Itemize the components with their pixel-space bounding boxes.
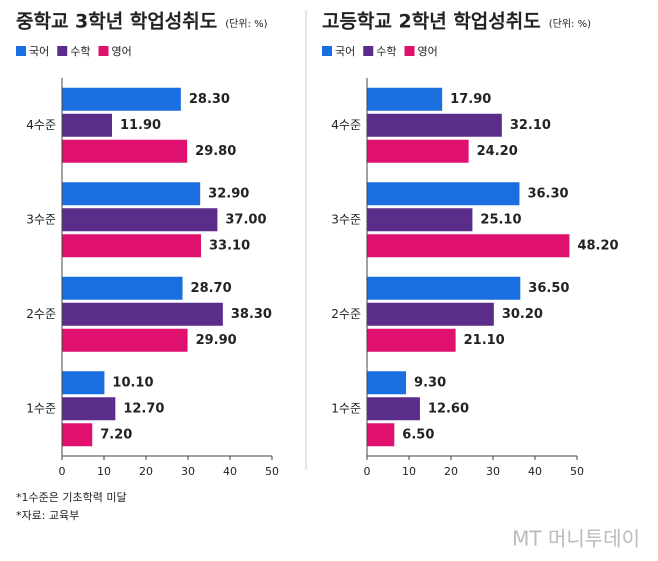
note: *1수준은 기초학력 미달 — [16, 491, 127, 504]
bar — [367, 139, 469, 163]
bar — [62, 234, 202, 258]
value-label: 38.30 — [231, 307, 272, 322]
value-label: 32.90 — [208, 186, 249, 201]
legend-label: 영어 — [112, 45, 132, 58]
y-tick-label: 3수준 — [331, 212, 361, 226]
value-label: 29.90 — [196, 333, 237, 348]
legend-swatch — [98, 46, 109, 56]
bar — [367, 371, 407, 395]
value-label: 36.30 — [527, 186, 568, 201]
value-label: 28.30 — [189, 92, 230, 107]
value-label: 24.20 — [477, 144, 518, 159]
bar — [367, 276, 521, 300]
y-tick-label: 3수준 — [26, 212, 56, 226]
value-label: 12.60 — [428, 401, 469, 416]
value-label: 32.10 — [510, 118, 551, 133]
x-tick-label: 20 — [139, 465, 153, 478]
legend-label: 수학 — [70, 45, 90, 58]
unit: (단위: %) — [225, 17, 267, 30]
bar — [62, 397, 116, 421]
x-tick-label: 10 — [402, 465, 416, 478]
x-tick-label: 50 — [570, 465, 584, 478]
value-label: 37.00 — [225, 212, 266, 227]
y-tick-label: 2수준 — [26, 307, 56, 321]
x-tick-label: 10 — [97, 465, 111, 478]
x-tick-label: 40 — [528, 465, 542, 478]
y-tick-label: 4수준 — [331, 118, 361, 132]
bar — [367, 397, 420, 421]
legend-label: 영어 — [418, 45, 438, 58]
bar — [367, 113, 502, 137]
legend-label: 수학 — [376, 45, 396, 58]
bar — [367, 234, 570, 258]
bar — [62, 302, 223, 326]
legend-swatch — [322, 46, 332, 56]
legend-swatch — [404, 46, 415, 56]
legend-swatch — [363, 46, 374, 56]
bar — [62, 87, 181, 111]
legend-swatch — [16, 46, 26, 56]
bar — [62, 182, 201, 206]
value-label: 28.70 — [191, 281, 232, 296]
value-label: 29.80 — [195, 144, 236, 159]
chart-title: 고등학교 2학년 학업성취도 — [322, 11, 541, 33]
bar — [367, 302, 494, 326]
y-tick-label: 1수준 — [331, 401, 361, 415]
bar — [62, 423, 93, 447]
source: MT 머니투데이 — [512, 527, 640, 551]
bar — [367, 182, 520, 206]
bar — [367, 208, 473, 232]
legend-swatch — [57, 46, 68, 56]
y-tick-label: 4수준 — [26, 118, 56, 132]
value-label: 17.90 — [450, 92, 491, 107]
value-label: 10.10 — [112, 375, 153, 390]
unit: (단위: %) — [549, 17, 591, 30]
value-label: 33.10 — [209, 238, 250, 253]
value-label: 9.30 — [414, 375, 446, 390]
x-tick-label: 0 — [364, 465, 371, 478]
value-label: 12.70 — [123, 401, 164, 416]
y-tick-label: 2수준 — [331, 307, 361, 321]
bar — [62, 139, 188, 163]
bar — [367, 423, 395, 447]
bar — [62, 113, 112, 137]
x-tick-label: 0 — [59, 465, 66, 478]
bar — [62, 371, 105, 395]
value-label: 11.90 — [120, 118, 161, 133]
x-tick-label: 40 — [223, 465, 237, 478]
x-tick-label: 30 — [486, 465, 500, 478]
value-label: 48.20 — [577, 238, 618, 253]
x-tick-label: 20 — [444, 465, 458, 478]
x-tick-label: 30 — [181, 465, 195, 478]
value-label: 7.20 — [100, 427, 132, 442]
value-label: 36.50 — [528, 281, 569, 296]
value-label: 6.50 — [402, 427, 434, 442]
y-tick-label: 1수준 — [26, 401, 56, 415]
value-label: 30.20 — [502, 307, 543, 322]
x-tick-label: 50 — [265, 465, 279, 478]
bar — [62, 328, 188, 352]
bar — [62, 276, 183, 300]
bar — [367, 328, 456, 352]
legend-label: 국어 — [29, 45, 49, 58]
note: *자료: 교육부 — [16, 509, 79, 522]
bar — [367, 87, 443, 111]
value-label: 21.10 — [464, 333, 505, 348]
bar — [62, 208, 218, 232]
value-label: 25.10 — [480, 212, 521, 227]
legend-label: 국어 — [335, 45, 355, 58]
chart-title: 중학교 3학년 학업성취도 — [16, 11, 217, 33]
